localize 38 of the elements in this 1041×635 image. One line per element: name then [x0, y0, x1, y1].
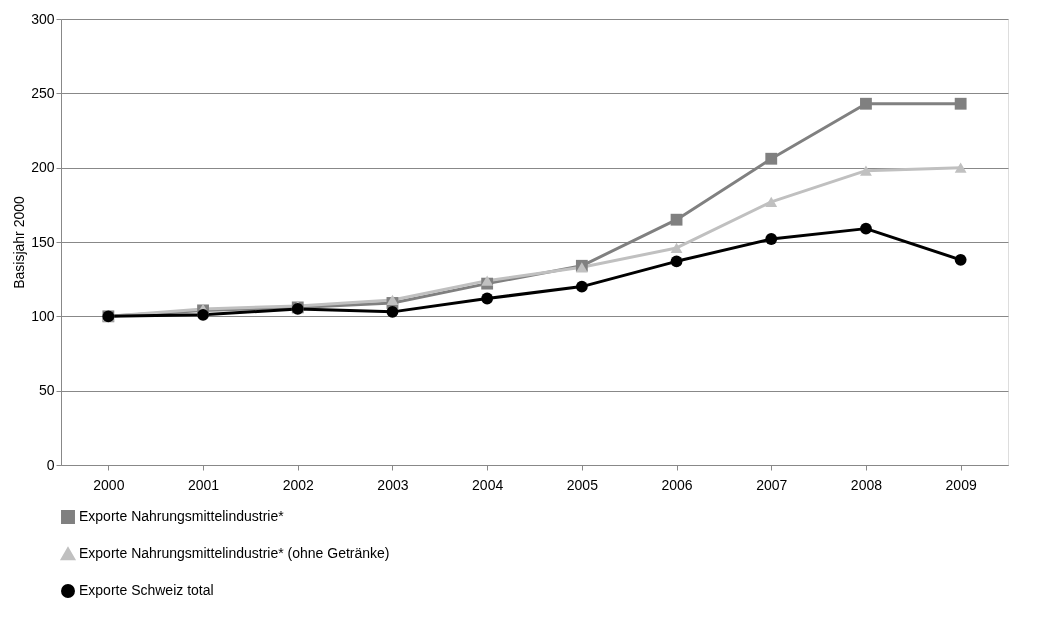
point: [670, 255, 683, 268]
point: [765, 233, 778, 245]
point: [670, 213, 683, 226]
y-tick-label: 150: [31, 233, 55, 250]
x-tick-label: 2007: [756, 476, 788, 493]
point: [481, 292, 494, 305]
point: [954, 97, 967, 110]
point: [670, 242, 683, 254]
point: [860, 165, 872, 176]
legend-label: Exporte Schweiz total: [79, 582, 214, 598]
y-tick-label: 300: [31, 10, 55, 27]
legend-label: Exporte Nahrungsmittelindustrie* (ohne Getränke): [79, 545, 390, 561]
x-tick-label: 2002: [282, 476, 315, 493]
point: [954, 253, 967, 266]
x-tick-label: 2000: [93, 476, 125, 493]
y-tick-label: 100: [31, 307, 55, 324]
x-tick-label: 2006: [661, 476, 693, 493]
point: [386, 305, 399, 318]
y-tick-label: 200: [31, 159, 55, 176]
x-tick-label: 2005: [566, 476, 599, 493]
x-tick-label: 2008: [850, 476, 883, 493]
legend-label: Exporte Nahrungsmittelindustrie*: [79, 508, 285, 524]
y-tick-label: 0: [46, 456, 55, 473]
point: [197, 308, 209, 321]
y-tick-label: 250: [31, 84, 55, 101]
point: [860, 222, 872, 235]
y-axis-title: Basisjahr 2000: [11, 195, 28, 289]
x-tick-label: 2001: [187, 476, 220, 493]
x-tick-label: 2003: [377, 476, 409, 493]
point: [765, 196, 778, 207]
y-tick-label: 50: [38, 382, 55, 399]
point: [575, 280, 588, 293]
point: [860, 97, 872, 110]
point: [954, 162, 967, 173]
point: [481, 275, 494, 286]
x-tick-label: 2009: [945, 476, 977, 493]
point: [765, 152, 778, 165]
x-tick-label: 2004: [472, 476, 504, 493]
